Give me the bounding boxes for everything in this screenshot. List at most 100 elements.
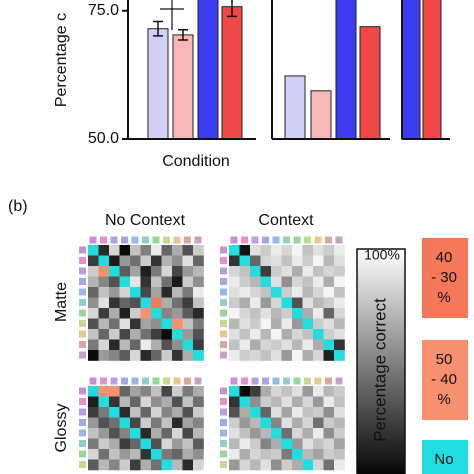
heatmap-cell — [334, 308, 345, 319]
category-swatch — [220, 278, 227, 285]
heatmap-cell — [130, 417, 141, 429]
heatmap-cell — [182, 396, 194, 408]
heatmap-cell — [193, 276, 204, 288]
heatmap-cell — [161, 255, 173, 267]
diagonal-cell — [182, 339, 194, 351]
category-swatch — [220, 309, 227, 317]
heatmap-cell — [239, 428, 251, 439]
heatmap-cell — [193, 255, 204, 267]
heatmap-cell — [281, 396, 293, 408]
heatmap-cell — [151, 407, 162, 418]
diagonal-cell — [151, 449, 162, 460]
x-axis-label: Condition — [162, 153, 230, 170]
heatmap-cell — [313, 339, 324, 351]
category-swatch — [79, 299, 86, 306]
heatmap-cell — [98, 266, 110, 277]
heatmap-cell — [130, 245, 141, 256]
heatmap-cell — [182, 428, 194, 439]
heatmap-cell — [193, 297, 204, 309]
heatmap-cell — [292, 407, 303, 418]
heatmap-cell — [292, 266, 303, 277]
category-swatch — [272, 377, 280, 385]
category-swatch — [251, 236, 259, 244]
heatmap-cell — [292, 329, 303, 340]
category-swatch — [79, 309, 86, 317]
bar — [401, 0, 421, 140]
bar — [310, 90, 332, 140]
heatmap-cell — [229, 308, 240, 319]
diagonal-cell — [260, 276, 272, 288]
heatmap-cell — [119, 308, 131, 319]
category-swatch — [173, 236, 181, 244]
heatmap-cell — [302, 350, 314, 361]
heatmap-cell — [292, 318, 303, 330]
heatmap-cell — [302, 438, 314, 450]
heatmap-cell — [260, 297, 272, 309]
diagonal-cell — [119, 276, 131, 288]
heatmap-cell — [292, 297, 303, 309]
heatmap-cell — [172, 245, 183, 256]
category-swatch — [220, 429, 227, 437]
category-swatch — [325, 236, 332, 244]
heatmap-cell — [250, 350, 261, 361]
heatmap-cell — [193, 339, 204, 351]
category-swatch — [79, 320, 86, 327]
heatmap-cell — [109, 297, 120, 309]
heatmap-cell — [229, 407, 240, 418]
heatmap-cell — [98, 339, 110, 351]
heatmap-cell — [250, 245, 261, 256]
category-swatch — [110, 236, 118, 244]
category-swatch — [79, 257, 86, 264]
category-swatch — [251, 377, 259, 385]
diagonal-cell — [130, 287, 141, 298]
heatmap-cell — [140, 318, 152, 330]
heatmap-cell — [334, 459, 345, 471]
heatmap-cell — [130, 276, 141, 288]
heatmap-cell — [323, 350, 335, 361]
category-swatch — [230, 236, 238, 244]
heatmap-cell — [119, 428, 131, 439]
heatmap-cell — [239, 287, 251, 298]
heatmap-cell — [119, 255, 131, 267]
heatmap-cell — [193, 386, 204, 397]
heatmap-cell — [292, 339, 303, 351]
heatmap-cell — [271, 245, 282, 256]
heatmap-cell — [193, 318, 204, 330]
heatmap-cell — [260, 308, 272, 319]
heatmap-cell — [182, 276, 194, 288]
heatmap-cell — [130, 438, 141, 450]
heatmap-cell — [334, 329, 345, 340]
diagonal-cell — [239, 255, 251, 267]
heatmap-cell — [88, 266, 99, 277]
heatmap-cell — [109, 396, 120, 408]
heatmap-cell — [260, 255, 272, 267]
category-swatch — [220, 341, 227, 348]
heatmap-cell — [193, 428, 204, 439]
diagonal-cell — [271, 428, 282, 439]
heatmap-cell — [271, 318, 282, 330]
heatmap-cell — [229, 255, 240, 267]
legend-label: 40 — [436, 249, 453, 266]
heatmap-cell — [313, 308, 324, 319]
diagonal-cell — [109, 266, 120, 277]
legend-label: % — [437, 289, 450, 306]
heatmap-cell — [313, 438, 324, 450]
heatmap-cell — [334, 276, 345, 288]
heatmap-cell — [151, 396, 162, 408]
heatmap-cell — [250, 329, 261, 340]
category-swatch — [220, 246, 227, 254]
heatmap-cell — [172, 339, 183, 351]
heatmap-cell — [151, 287, 162, 298]
category-swatch — [314, 377, 322, 385]
heatmap-cell — [313, 396, 324, 408]
category-swatch — [241, 377, 248, 385]
heatmap-cell — [130, 350, 141, 361]
heatmap-cell — [98, 308, 110, 319]
heatmap-cell — [292, 438, 303, 450]
heatmap-cell — [98, 459, 110, 471]
category-swatch — [335, 377, 343, 385]
category-swatch — [220, 461, 227, 468]
heatmap-cell — [130, 459, 141, 471]
diagonal-cell — [250, 266, 261, 277]
heatmap-cell — [182, 386, 194, 397]
